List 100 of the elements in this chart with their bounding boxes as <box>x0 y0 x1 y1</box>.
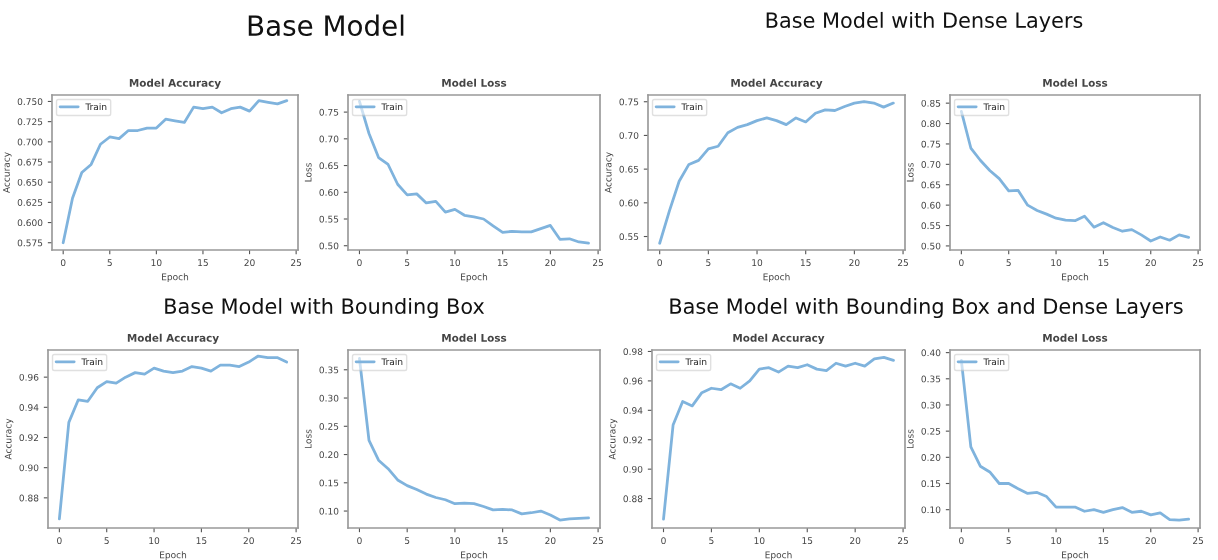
x-tick-label: 10 <box>149 537 160 545</box>
y-tick-label: 0.75 <box>319 108 339 116</box>
y-tick-label: 0.700 <box>17 138 43 146</box>
x-tick-label: 25 <box>291 259 302 267</box>
y-tick-label: 0.15 <box>319 479 339 487</box>
line-series <box>61 99 289 245</box>
x-tick-label: 15 <box>497 537 508 545</box>
x-tick-label: 25 <box>291 537 302 545</box>
x-tick-label: 15 <box>497 259 508 267</box>
x-tick-label: 10 <box>151 259 162 267</box>
x-tick-label: 25 <box>1193 259 1204 267</box>
x-tick-label: 10 <box>752 259 763 267</box>
y-tick-label: 0.55 <box>619 233 639 241</box>
text: Base Model <box>248 14 404 37</box>
x-tick-label: 25 <box>1193 537 1204 545</box>
x-tick-label: 20 <box>545 259 556 267</box>
line-series <box>57 354 289 521</box>
y-axis-title: Loss <box>304 163 312 182</box>
chart-title: Model Loss <box>442 78 507 87</box>
x-tick-label: 20 <box>1145 259 1156 267</box>
legend-label: Train <box>85 103 107 111</box>
line-series <box>658 100 895 245</box>
y-tick-label: 0.15 <box>921 480 941 488</box>
x-axis-title: Epoch <box>1062 551 1089 560</box>
chart-title: Model Loss <box>1043 333 1108 342</box>
x-tick-label: 25 <box>593 537 604 545</box>
y-tick-label: 0.25 <box>319 423 339 430</box>
y-tick-label: 0.88 <box>19 494 39 502</box>
text: Base Model with Dense Layers <box>766 11 1083 33</box>
y-tick-label: 0.50 <box>921 242 941 250</box>
y-tick-label: 0.96 <box>623 377 643 385</box>
x-tick-label: 15 <box>802 537 813 545</box>
x-tick-label: 5 <box>706 259 711 267</box>
line-series <box>358 100 590 245</box>
y-tick-label: 0.55 <box>921 222 941 230</box>
y-tick-label: 0.575 <box>17 239 43 247</box>
x-tick-label: 0 <box>657 259 662 267</box>
legend-label: Train <box>983 358 1005 366</box>
line-series <box>959 109 1191 243</box>
y-tick-label: 0.75 <box>921 140 941 148</box>
line-series <box>959 359 1191 522</box>
x-tick-label: 15 <box>196 537 207 545</box>
x-tick-label: 10 <box>450 537 461 545</box>
y-tick-label: 0.30 <box>921 401 941 409</box>
x-tick-label: 10 <box>754 537 765 545</box>
legend-label: Train <box>983 103 1005 111</box>
chart-title: Model Accuracy <box>129 78 221 89</box>
chart-title: Model Accuracy <box>127 333 219 344</box>
x-tick-label: 0 <box>959 537 964 545</box>
x-tick-label: 15 <box>1098 537 1109 545</box>
y-tick-label: 0.675 <box>17 158 43 166</box>
x-tick-label: 15 <box>1098 259 1109 267</box>
y-axis-title: Accuracy <box>604 152 614 194</box>
x-tick-label: 20 <box>545 537 556 545</box>
y-tick-label: 0.60 <box>619 199 639 207</box>
x-tick-label: 20 <box>849 259 860 267</box>
x-tick-label: 0 <box>57 537 62 545</box>
x-tick-label: 25 <box>898 537 909 545</box>
x-tick-label: 5 <box>107 259 112 267</box>
x-axis-title: Epoch <box>162 273 189 283</box>
y-tick-label: 0.600 <box>17 219 43 227</box>
x-tick-label: 5 <box>405 537 410 545</box>
y-tick-label: 0.30 <box>319 394 339 402</box>
y-tick-label: 0.35 <box>921 375 941 383</box>
x-axis-title: Epoch <box>160 551 187 560</box>
x-tick-label: 0 <box>357 537 362 545</box>
y-tick-label: 0.92 <box>19 434 39 442</box>
x-tick-label: 20 <box>244 259 255 267</box>
y-tick-label: 0.50 <box>319 242 339 250</box>
legend-label: Train <box>681 103 703 111</box>
y-tick-label: 0.94 <box>623 407 643 414</box>
y-tick-label: 0.75 <box>619 98 639 106</box>
y-tick-label: 0.60 <box>921 201 941 209</box>
legend-label: Train <box>81 358 103 366</box>
x-tick-label: 5 <box>405 259 410 267</box>
x-tick-label: 0 <box>661 537 666 545</box>
y-tick-label: 0.650 <box>17 178 43 186</box>
x-tick-label: 0 <box>959 259 964 267</box>
y-tick-label: 0.65 <box>921 181 941 189</box>
y-axis-title: Loss <box>304 429 312 449</box>
y-tick-label: 0.55 <box>319 215 339 223</box>
x-tick-label: 25 <box>593 259 604 267</box>
chart-title: Model Accuracy <box>733 333 825 344</box>
y-tick-label: 0.85 <box>921 99 941 107</box>
y-tick-label: 0.94 <box>19 404 39 411</box>
x-tick-label: 5 <box>709 537 714 545</box>
y-tick-label: 0.10 <box>921 506 941 514</box>
x-axis-title: Epoch <box>461 273 488 283</box>
y-axis-title: Accuracy <box>608 418 618 460</box>
line-series <box>662 355 895 521</box>
x-axis-title: Epoch <box>461 551 488 560</box>
y-tick-label: 0.35 <box>319 366 339 374</box>
legend-label: Train <box>381 103 403 111</box>
x-tick-label: 0 <box>357 259 362 267</box>
y-tick-label: 0.80 <box>921 120 941 128</box>
y-axis-title: Accuracy <box>3 152 12 194</box>
y-tick-label: 0.10 <box>319 507 339 515</box>
y-tick-label: 0.90 <box>623 465 643 473</box>
y-tick-label: 0.750 <box>17 98 43 106</box>
y-tick-label: 0.20 <box>319 451 339 459</box>
